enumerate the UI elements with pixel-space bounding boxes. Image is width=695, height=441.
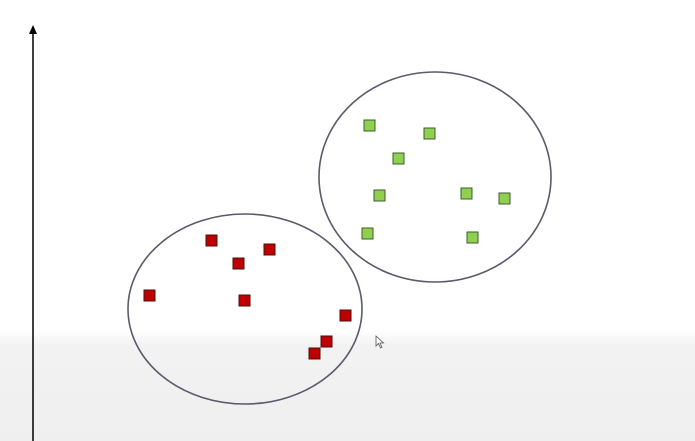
red-point	[205, 234, 218, 247]
red-cluster-boundary	[127, 213, 363, 405]
red-point	[238, 294, 251, 307]
red-point	[339, 309, 352, 322]
green-cluster-points	[361, 119, 511, 244]
green-point	[423, 127, 436, 140]
green-point	[373, 189, 386, 202]
green-point	[466, 231, 479, 244]
y-axis-arrow-icon	[29, 25, 37, 34]
red-point	[308, 347, 321, 360]
red-point	[263, 243, 276, 256]
green-point	[498, 192, 511, 205]
red-point	[232, 257, 245, 270]
red-point	[143, 289, 156, 302]
green-point	[392, 152, 405, 165]
green-point	[361, 227, 374, 240]
green-point	[460, 187, 473, 200]
red-cluster-points	[143, 234, 352, 360]
red-point	[320, 335, 333, 348]
green-cluster-boundary	[318, 71, 552, 283]
mouse-cursor-icon	[375, 335, 385, 349]
green-point	[363, 119, 376, 132]
